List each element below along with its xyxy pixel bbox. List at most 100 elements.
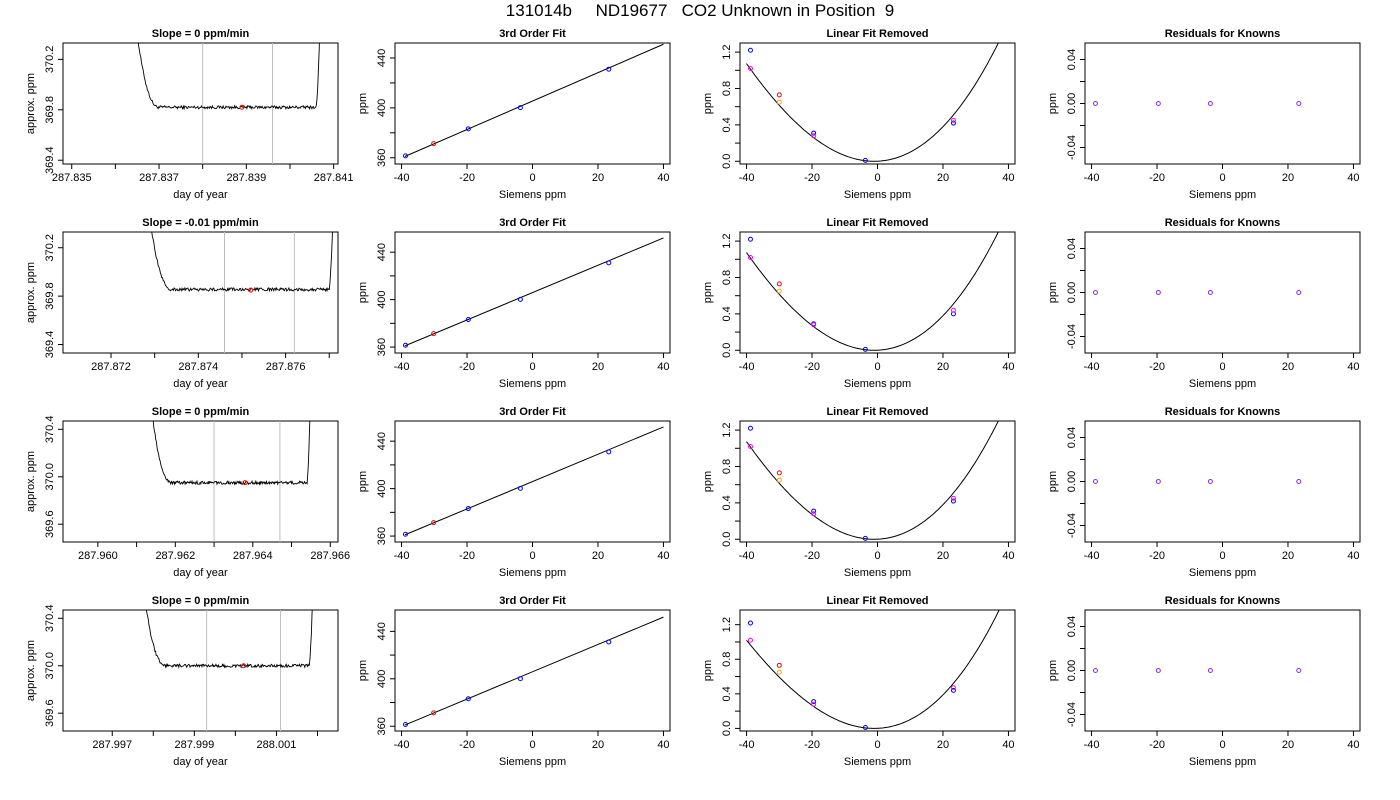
data-point bbox=[776, 669, 782, 675]
x-tick-label: 40 bbox=[1347, 172, 1359, 184]
concentration-trace bbox=[152, 421, 311, 486]
plot-area bbox=[152, 421, 311, 542]
y-tick-label: 360 bbox=[376, 338, 388, 356]
x-tick-label: 0 bbox=[1219, 550, 1225, 562]
data-point bbox=[776, 662, 782, 668]
y-tick-label: 0.04 bbox=[1066, 616, 1078, 637]
y-axis-label: approx. ppm bbox=[25, 451, 37, 512]
x-tick-label: -20 bbox=[804, 550, 820, 562]
fit-line bbox=[404, 616, 664, 726]
y-tick-label: 0.04 bbox=[1066, 49, 1078, 70]
data-point bbox=[776, 281, 782, 287]
plot-frame bbox=[62, 231, 339, 354]
x-axis-label: Siemens ppm bbox=[499, 567, 566, 579]
y-tick-label: 360 bbox=[376, 527, 388, 545]
x-tick-label: 0 bbox=[529, 739, 535, 751]
plot-area bbox=[145, 610, 313, 731]
panel-4-2: Residuals for Knowns -40 -20 0 20 40 -0.04 0.00… bbox=[1047, 217, 1361, 390]
x-tick-label: 40 bbox=[657, 739, 669, 751]
x-tick-label: 40 bbox=[1347, 550, 1359, 562]
x-axis-label: day of year bbox=[173, 567, 228, 579]
y-tick-label: 0.0 bbox=[721, 154, 733, 169]
x-tick-label: 0 bbox=[1219, 361, 1225, 373]
y-axis-label: ppm bbox=[357, 282, 369, 303]
data-point bbox=[517, 676, 523, 682]
data-point bbox=[1207, 101, 1213, 106]
y-axis-label: approx. ppm bbox=[25, 640, 37, 701]
data-point bbox=[402, 153, 408, 159]
y-axis-label: ppm bbox=[1047, 660, 1059, 681]
panel-title: Slope = 0 ppm/min bbox=[152, 406, 250, 418]
panel-2-4: 3rd Order Fit -40 -20 0 20 40 360 400 440 Siemens… bbox=[357, 595, 671, 768]
x-tick-label: -40 bbox=[394, 172, 410, 184]
data-point bbox=[811, 130, 817, 136]
x-tick-label: 40 bbox=[1002, 739, 1014, 751]
x-tick-label: -20 bbox=[1149, 550, 1165, 562]
data-point bbox=[1092, 290, 1098, 295]
y-tick-label: 370.4 bbox=[44, 605, 56, 633]
panel-title: Linear Fit Removed bbox=[826, 595, 928, 607]
x-tick-label: -20 bbox=[804, 361, 820, 373]
x-axis-label: Siemens ppm bbox=[1189, 378, 1256, 390]
x-axis-label: Siemens ppm bbox=[1189, 567, 1256, 579]
x-tick-label: -20 bbox=[804, 172, 820, 184]
x-tick-label: 287.839 bbox=[226, 172, 266, 184]
panel-4-3: Residuals for Knowns -40 -20 0 20 40 -0.04 0.00… bbox=[1047, 406, 1361, 579]
y-tick-label: 400 bbox=[376, 99, 388, 117]
panel-4-4: Residuals for Knowns -40 -20 0 20 40 -0.04 0.00… bbox=[1047, 595, 1361, 768]
x-tick-label: -40 bbox=[394, 550, 410, 562]
x-tick-label: 287.872 bbox=[91, 361, 131, 373]
x-tick-label: 40 bbox=[1347, 361, 1359, 373]
data-point bbox=[747, 425, 753, 431]
plot-area bbox=[402, 426, 664, 537]
x-tick-label: 20 bbox=[937, 739, 949, 751]
y-tick-label: 0.00 bbox=[1066, 93, 1078, 114]
x-tick-label: 20 bbox=[937, 550, 949, 562]
x-axis-label: Siemens ppm bbox=[844, 378, 911, 390]
panel-title: 3rd Order Fit bbox=[499, 217, 566, 229]
panel-1-2: Slope = -0.01 ppm/min 287.872 287.874 287.8… bbox=[25, 217, 339, 390]
unknown-mean-point bbox=[239, 104, 245, 110]
data-point bbox=[747, 637, 753, 643]
plot-frame bbox=[1084, 42, 1361, 165]
plot-area bbox=[402, 43, 664, 159]
data-point bbox=[1092, 479, 1098, 484]
x-tick-label: 287.960 bbox=[78, 550, 118, 562]
plot-frame bbox=[1084, 231, 1361, 354]
y-tick-label: 360 bbox=[376, 149, 388, 167]
y-tick-label: 370.0 bbox=[44, 652, 56, 680]
data-point bbox=[606, 639, 612, 645]
y-tick-label: -0.04 bbox=[1066, 135, 1078, 160]
data-point bbox=[950, 117, 956, 123]
x-tick-label: 0 bbox=[529, 550, 535, 562]
x-tick-label: -20 bbox=[459, 172, 475, 184]
panel-2-2: 3rd Order Fit -40 -20 0 20 40 360 400 440 Siemens… bbox=[357, 217, 671, 390]
y-tick-label: 1.2 bbox=[721, 617, 733, 632]
panel-4-1: Residuals for Knowns -40 -20 0 20 40 -0.04 0.00… bbox=[1047, 28, 1361, 201]
data-point bbox=[862, 725, 868, 731]
unknown-mean-point bbox=[248, 287, 254, 293]
data-point bbox=[950, 498, 956, 504]
x-tick-label: 40 bbox=[1347, 739, 1359, 751]
panel-title: 3rd Order Fit bbox=[499, 28, 566, 40]
y-tick-label: 0.00 bbox=[1066, 660, 1078, 681]
x-tick-label: -40 bbox=[1084, 172, 1100, 184]
x-tick-label: 0 bbox=[529, 361, 535, 373]
x-axis-label: Siemens ppm bbox=[1189, 189, 1256, 201]
data-point bbox=[776, 92, 782, 98]
y-tick-label: -0.04 bbox=[1066, 702, 1078, 727]
x-tick-label: 40 bbox=[657, 172, 669, 184]
panel-title: Linear Fit Removed bbox=[826, 28, 928, 40]
x-tick-label: 0 bbox=[529, 172, 535, 184]
panel-title: Slope = 0 ppm/min bbox=[152, 595, 250, 607]
x-tick-label: 20 bbox=[1282, 361, 1294, 373]
plot-frame bbox=[62, 609, 339, 732]
x-tick-label: -40 bbox=[394, 361, 410, 373]
data-point bbox=[402, 531, 408, 537]
x-tick-label: 20 bbox=[937, 361, 949, 373]
data-point bbox=[862, 346, 868, 352]
y-axis-label: ppm bbox=[1047, 471, 1059, 492]
data-point bbox=[1296, 101, 1302, 106]
data-point bbox=[950, 687, 956, 693]
